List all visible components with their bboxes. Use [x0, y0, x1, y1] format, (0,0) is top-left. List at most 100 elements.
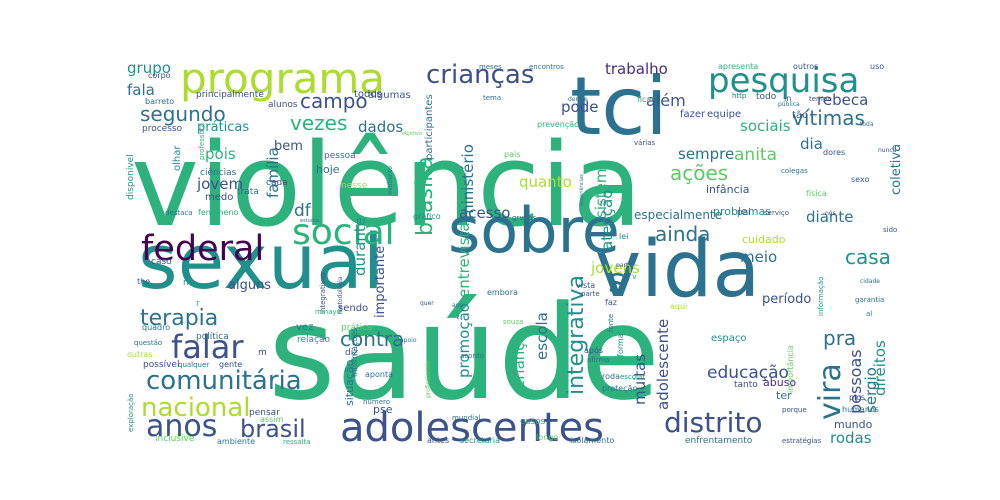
cloud-word-situacao: situação: [343, 359, 356, 406]
cloud-word-cidade: cidade: [860, 278, 880, 285]
cloud-word-exploracao: exploração: [127, 393, 135, 432]
cloud-word-medo: medo: [205, 192, 233, 203]
cloud-word-problemas: problemas: [713, 205, 771, 218]
cloud-word-tanto: tanto: [734, 380, 758, 390]
cloud-word-outros: outros: [793, 62, 818, 71]
cloud-word-nos: nós: [825, 210, 836, 217]
cloud-word-brasilia: brasília: [413, 156, 438, 236]
cloud-word-mundial: mundial: [452, 414, 480, 422]
cloud-word-aqui: aqui: [670, 302, 687, 311]
cloud-word-trabalho: trabalho: [605, 60, 668, 78]
cloud-word-informacoes: informações: [350, 328, 359, 377]
cloud-word-trata: trata: [237, 187, 259, 197]
cloud-word-pode: pode: [561, 98, 598, 116]
cloud-word-uso: uso: [870, 62, 884, 71]
cloud-word-atencao: atenção: [598, 190, 616, 250]
cloud-word-promocao: promoção: [455, 303, 473, 378]
cloud-word-praticas: práticas: [197, 120, 249, 135]
cloud-word-ter: ter: [776, 389, 792, 402]
cloud-word-participantes: participantes: [424, 94, 435, 160]
cloud-word-educacao: educação: [707, 363, 789, 383]
cloud-word-sistema: sistema: [592, 159, 610, 218]
cloud-word-abuso: abuso: [763, 376, 796, 389]
cloud-word-algumas: algumas: [368, 90, 411, 101]
cloud-word-saude: saúde: [268, 277, 660, 429]
cloud-word-servico: serviço: [764, 209, 789, 217]
cloud-word-escolar: escolar: [620, 373, 645, 381]
cloud-word-programa: programa: [180, 54, 385, 103]
cloud-word-nunca: nunca: [878, 147, 897, 154]
cloud-word-humanos: humanos: [842, 405, 879, 414]
cloud-word-longo: longo: [536, 433, 558, 442]
cloud-word-ressalta: ressalta: [283, 438, 311, 446]
cloud-word-pratica: prática: [341, 323, 372, 333]
cloud-word-n: n: [183, 278, 189, 288]
cloud-word-profissionais: profissionais: [425, 361, 432, 398]
cloud-word-encontros: encontros: [529, 63, 564, 71]
cloud-word-gente: gente: [219, 360, 242, 369]
cloud-word-pensar: pensar: [249, 408, 280, 418]
cloud-word-brasil: brasil: [240, 415, 306, 443]
cloud-word-nacional: nacional: [141, 393, 250, 423]
cloud-word-sexual: sexual: [138, 217, 384, 306]
cloud-word-ambiente: ambiente: [217, 437, 255, 446]
cloud-word-pse: pse: [373, 403, 393, 416]
cloud-word-alunos: alunos: [268, 100, 298, 110]
cloud-word-metodologia: metodologia: [337, 276, 344, 314]
cloud-word-dores: dores: [823, 148, 845, 157]
cloud-word-violencia: violência: [131, 119, 643, 253]
cloud-word-tci: tci: [570, 60, 668, 153]
cloud-word-r: r: [196, 299, 200, 309]
cloud-word-vitimas: vítimas: [792, 106, 865, 130]
cloud-word-equipe: equipe: [707, 109, 741, 120]
cloud-word-casos: casos: [520, 417, 546, 427]
cloud-word-apos: após: [584, 345, 603, 355]
cloud-word-grupos: grupos: [512, 214, 536, 222]
cloud-word-meio: meio: [740, 248, 777, 266]
cloud-word-v: v: [632, 272, 637, 281]
cloud-word-aponta: aponta: [365, 370, 393, 379]
cloud-word-coletiva: coletiva: [889, 144, 904, 195]
cloud-word-possivel: possível: [143, 360, 179, 370]
cloud-word-antes: antes: [427, 436, 449, 445]
cloud-word-qualquer: qualquer: [178, 361, 209, 369]
cloud-word-anos: anos: [146, 409, 217, 444]
cloud-word-falar: falar: [171, 328, 244, 366]
cloud-word-experiencias: experiências: [578, 174, 585, 206]
cloud-word-dia: dia: [800, 135, 823, 153]
cloud-word-escola: escola: [533, 312, 551, 360]
cloud-word-sociais: sociais: [740, 117, 791, 135]
cloud-word-sempre: sempre: [678, 145, 734, 163]
cloud-word-jovem: jovem: [196, 175, 243, 193]
cloud-word-principalmente: principalmente: [196, 90, 264, 100]
cloud-word-questao: questão: [134, 339, 162, 347]
cloud-word-distrito: distrito: [664, 406, 763, 439]
cloud-word-criancas: crianças: [426, 60, 534, 90]
cloud-word-mundo: mundo: [834, 418, 873, 431]
cloud-word-apoio: apoio: [400, 337, 417, 344]
cloud-word-s: s: [608, 261, 626, 301]
cloud-word-tao: tão: [792, 110, 808, 121]
cloud-word-roda: roda: [602, 372, 620, 381]
cloud-word-pesquisa: pesquisa: [708, 61, 859, 101]
cloud-word-publica: pública: [778, 101, 800, 108]
cloud-word-vista: vista: [576, 281, 595, 290]
cloud-word-in: in: [784, 94, 791, 103]
cloud-word-acesso: acesso: [459, 204, 510, 222]
cloud-word-quanto: quanto: [519, 173, 572, 191]
cloud-word-quadro: quadro: [142, 323, 170, 332]
cloud-word-protecao: proteção: [602, 384, 637, 393]
cloud-word-processo: processo: [142, 124, 183, 134]
cloud-word-politica: política: [196, 332, 229, 342]
cloud-word-pai: pai: [737, 208, 751, 218]
cloud-word-disponivel: disponível: [126, 154, 136, 200]
cloud-word-porque: porque: [782, 406, 807, 414]
cloud-word-adolescentes: adolescentes: [340, 405, 604, 451]
cloud-word-cuidado: cuidado: [742, 233, 786, 246]
cloud-word-entrevista: entrevista: [455, 222, 473, 298]
cloud-word-barreto: barreto: [145, 97, 174, 106]
cloud-word-varias: várias: [634, 139, 656, 147]
cloud-word-lei: lei: [619, 232, 628, 241]
